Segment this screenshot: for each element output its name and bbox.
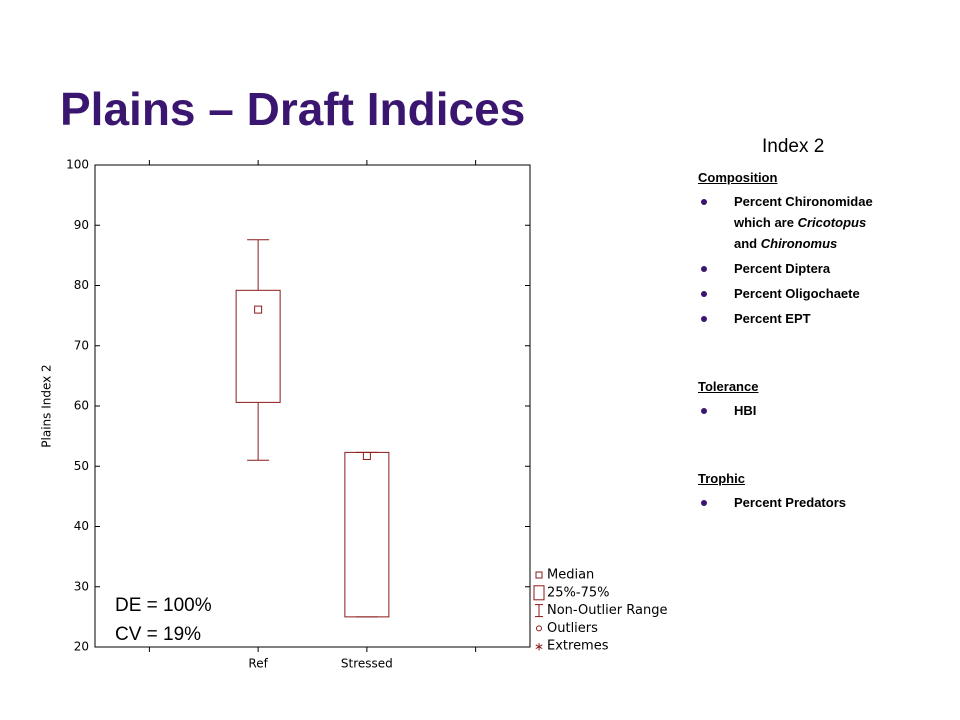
median-marker [362,452,371,461]
item-text: Cricotopus [797,215,867,230]
bullet-item: Percent Chironomidae which are Cricotopu… [698,191,874,254]
legend-label: Extremes [547,639,609,654]
item-text: and [734,236,761,251]
x-tick-label: Ref [248,657,268,671]
annotation: CV = 19% [115,624,201,645]
section-title: Tolerance [698,379,759,394]
item-text: HBI [734,403,757,418]
legend-label: Non-Outlier Range [547,603,667,618]
item-text: Percent EPT [734,311,811,326]
y-tick-label: 60 [74,399,89,413]
annotation: DE = 100% [115,595,212,616]
bullet-item: Percent Predators [698,492,874,513]
box [344,451,390,618]
y-tick-label: 90 [74,218,89,232]
y-tick-label: 100 [66,158,89,172]
x-tick-label: Stressed [341,657,393,671]
bullet-item: Percent Diptera [698,258,874,279]
bullet-list: Percent Predators [698,492,938,513]
y-tick-label: 30 [74,579,89,593]
legend-symbol [535,571,543,579]
bullet-item: Percent Oligochaete [698,283,874,304]
y-tick-label: 20 [74,640,89,654]
y-axis-label: Plains Index 2 [40,364,54,447]
y-tick-label: 80 [74,278,89,292]
bullet-list: HBI [698,400,938,421]
legend-symbol [533,585,545,601]
legend-label: 25%-75% [547,585,609,600]
panel-section: Trophic Percent Predators [698,471,938,513]
item-text: Percent Chironomidae which are [734,194,873,230]
legend-label: Median [547,568,594,583]
legend-symbol: ∗ [534,640,544,654]
slide-title: Plains – Draft Indices [60,83,526,135]
item-text: Percent Diptera [734,261,831,276]
bullet-item: HBI [698,400,874,421]
panel-section: Tolerance HBI [698,379,938,421]
panel-heading: Index 2 [762,136,825,157]
section-title: Composition [698,170,778,185]
item-text: Percent Predators [734,495,846,510]
box [235,289,281,403]
legend-symbol [536,625,542,632]
bullet-list: Percent Chironomidae which are Cricotopu… [698,191,938,329]
item-text: Chironomus [760,236,838,251]
panel-section: Composition Percent Chironomidae which ar… [698,170,938,329]
median-marker [254,305,263,314]
y-tick-label: 50 [74,459,89,473]
legend-label: Outliers [547,621,598,636]
index-panel: Index 2 Composition Percent Chironomidae … [698,136,938,563]
bullet-item: Percent EPT [698,308,874,329]
y-tick-label: 70 [74,338,89,352]
item-text: Percent Oligochaete [734,286,860,301]
section-title: Trophic [698,471,745,486]
plot-frame [94,164,531,648]
y-tick-label: 40 [74,519,89,533]
